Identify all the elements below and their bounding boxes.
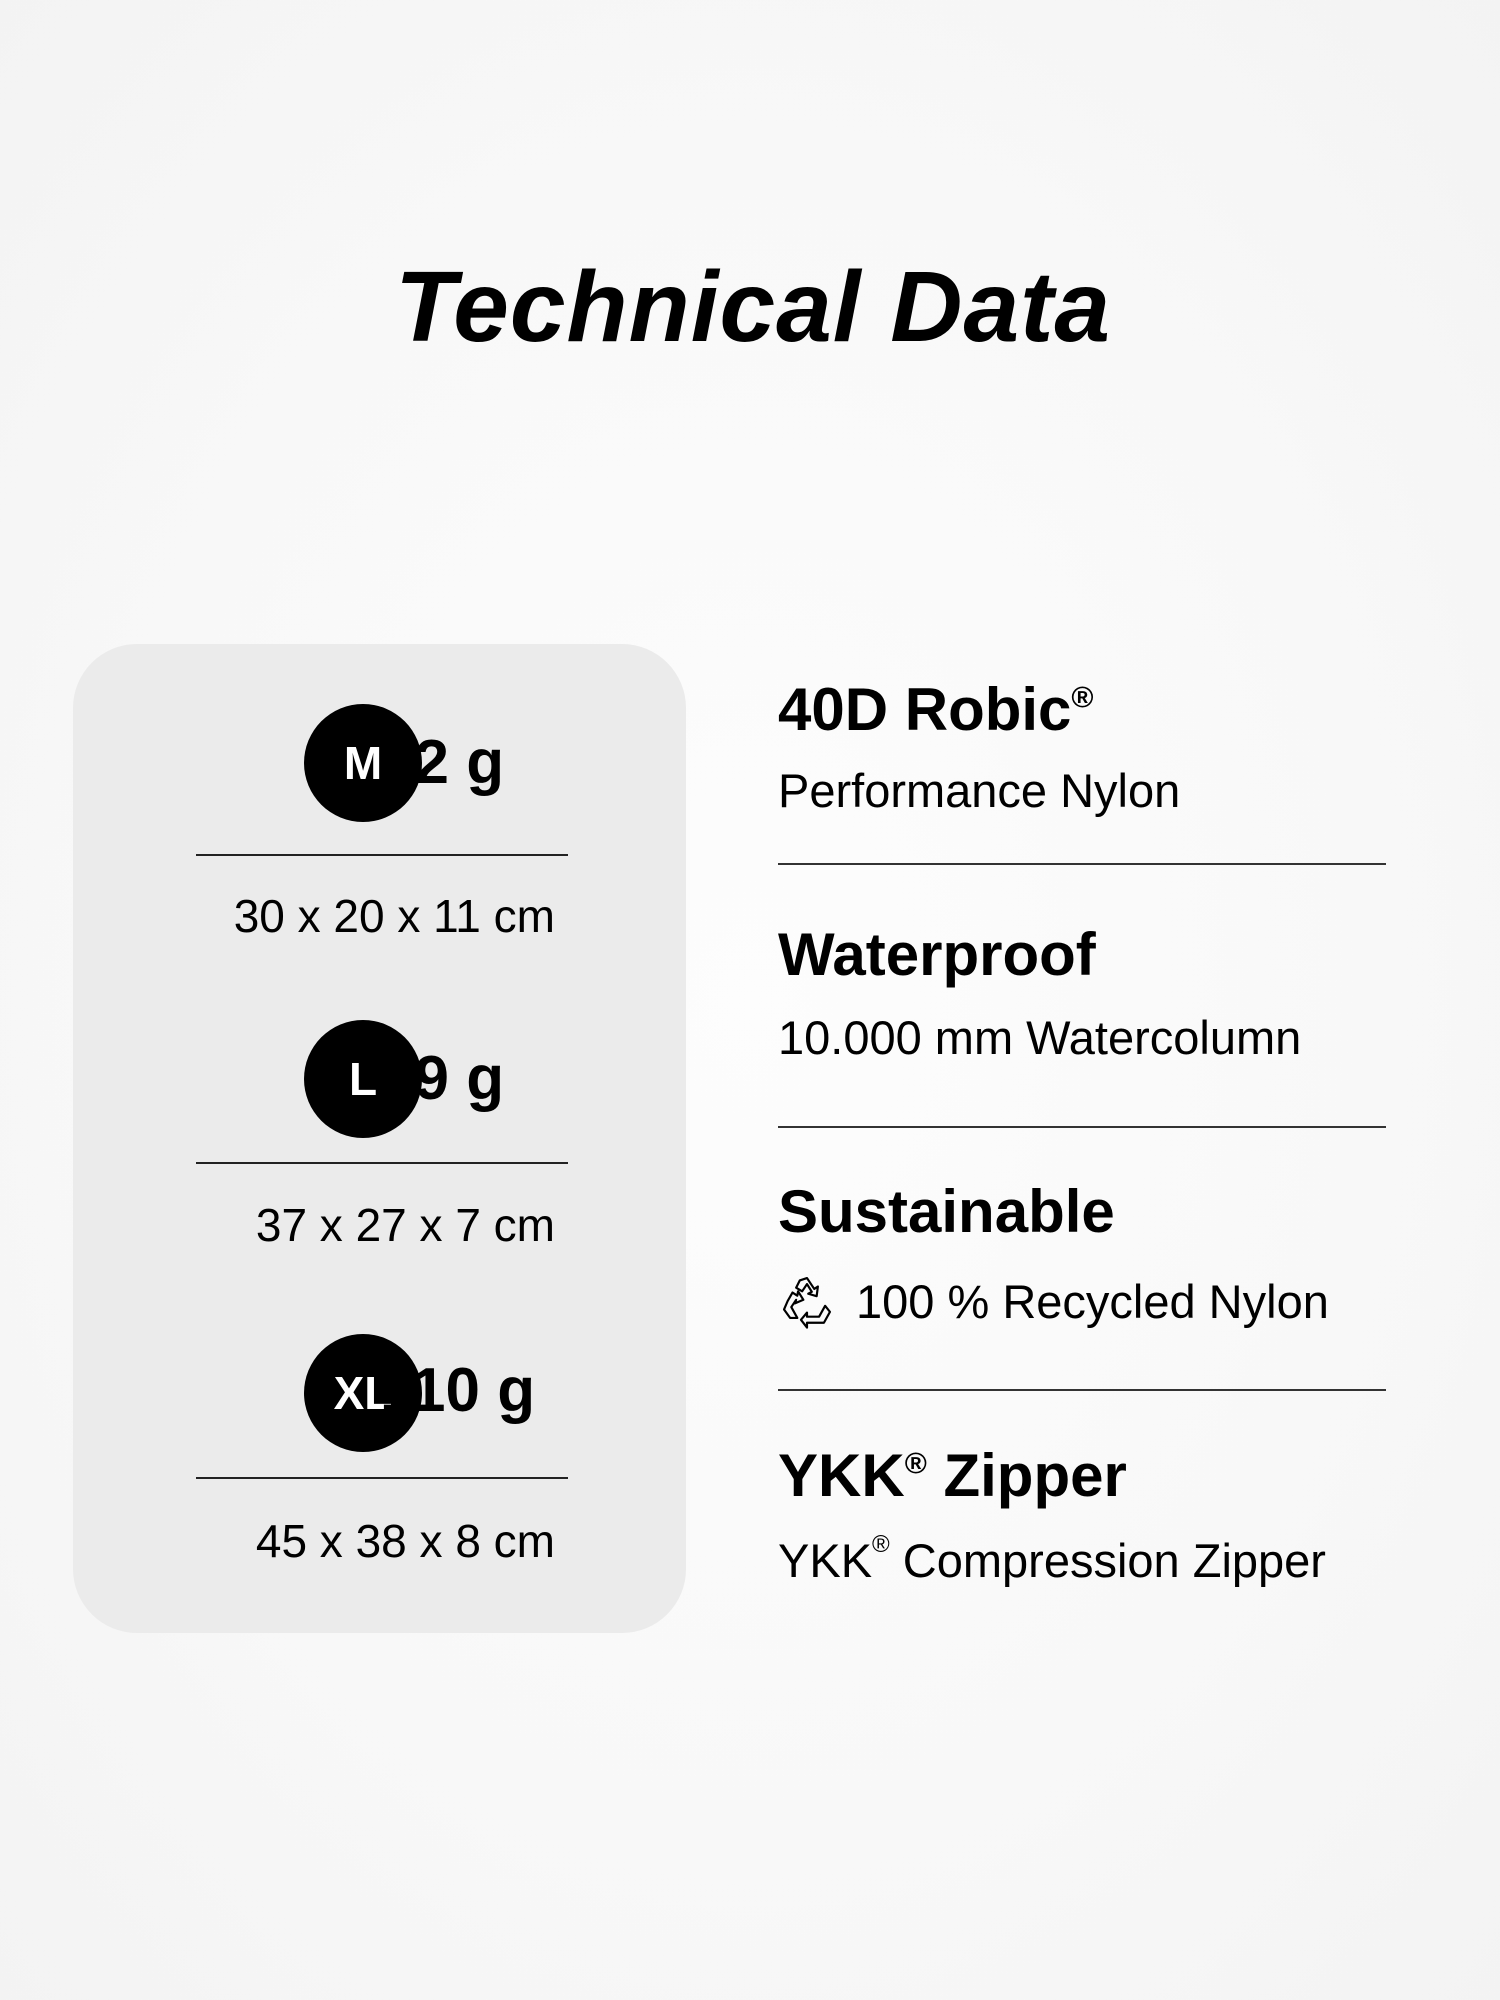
feature-subtitle: 100 % Recycled Nylon	[778, 1272, 1329, 1330]
divider	[196, 1162, 568, 1164]
divider	[778, 863, 1386, 865]
feature-subtitle-text: Compression Zipper	[889, 1534, 1326, 1587]
registered-mark: ®	[1071, 681, 1094, 715]
registered-mark: ®	[872, 1531, 890, 1558]
feature-subtitle-text: 100 % Recycled Nylon	[856, 1274, 1329, 1328]
feature-title: YKK® Zipper	[778, 1446, 1127, 1506]
size-card: M 72 g 30 x 20 x 11 cm L 89 g 37 x 27 x …	[73, 644, 686, 1633]
dimensions-value: 30 x 20 x 11 cm	[233, 890, 555, 942]
weight-value: 72 g	[380, 728, 505, 797]
size-badge: XL	[304, 1334, 422, 1452]
divider	[196, 1477, 568, 1479]
weight-value: 110 g	[380, 1356, 536, 1425]
recycle-icon	[782, 1276, 832, 1329]
registered-mark: ®	[904, 1447, 927, 1481]
size-badge: M	[304, 704, 422, 822]
feature-title-text: YKK	[778, 1442, 905, 1509]
divider	[778, 1126, 1386, 1128]
dimensions-value: 37 x 27 x 7 cm	[255, 1199, 555, 1251]
feature-subtitle: YKK ® Compression Zipper	[778, 1533, 1326, 1587]
feature-subtitle: 10.000 mm Watercolumn	[778, 1011, 1302, 1064]
feature-subtitle-pre: YKK	[778, 1534, 873, 1587]
feature-subtitle: Performance Nylon	[778, 764, 1181, 817]
feature-title: 40D Robic®	[778, 680, 1094, 740]
feature-title: Waterproof	[778, 921, 1096, 988]
dimensions-value: 45 x 38 x 8 cm	[255, 1515, 555, 1567]
page-title: Technical Data	[394, 251, 1112, 363]
feature-title-text: 40D Robic	[778, 676, 1072, 743]
divider	[196, 854, 568, 856]
size-badge: L	[304, 1020, 422, 1138]
divider	[778, 1389, 1386, 1391]
feature-title: Sustainable	[778, 1178, 1115, 1245]
feature-title-rest: Zipper	[926, 1442, 1127, 1509]
weight-value: 89 g	[380, 1044, 505, 1113]
